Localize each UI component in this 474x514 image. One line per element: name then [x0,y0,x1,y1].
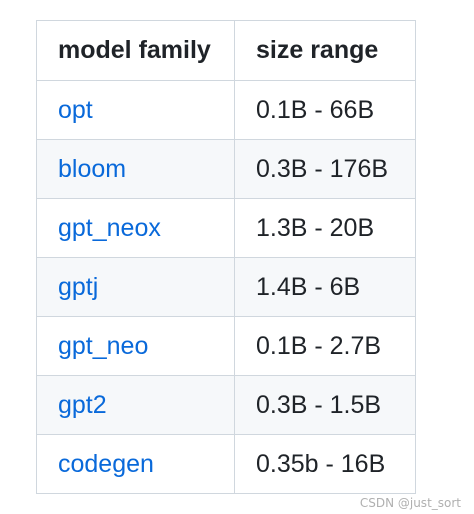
model-link-bloom[interactable]: bloom [58,155,127,183]
table-header-row: model family size range [36,20,416,81]
table-row: bloom 0.3B - 176B [36,139,416,199]
table-row: codegen 0.35b - 16B [36,434,416,494]
model-table: model family size range opt 0.1B - 66B b… [36,20,416,494]
model-cell: gpt_neox [36,198,235,258]
header-size-range: size range [234,20,416,81]
watermark: CSDN @just_sort [359,496,461,510]
model-link-gpt2[interactable]: gpt2 [58,391,107,419]
model-cell: bloom [36,139,235,199]
model-cell: opt [36,80,235,140]
model-cell: codegen [36,434,235,494]
table-row: gpt2 0.3B - 1.5B [36,375,416,435]
header-model-family: model family [36,20,235,81]
model-cell: gpt2 [36,375,235,435]
size-range-cell: 0.1B - 2.7B [234,316,416,376]
size-range-cell: 0.1B - 66B [234,80,416,140]
model-link-gptj[interactable]: gptj [58,273,99,301]
model-link-opt[interactable]: opt [58,96,93,124]
model-table-container: model family size range opt 0.1B - 66B b… [36,20,416,494]
model-link-codegen[interactable]: codegen [58,450,154,478]
model-cell: gpt_neo [36,316,235,376]
table-row: opt 0.1B - 66B [36,80,416,140]
table-row: gpt_neox 1.3B - 20B [36,198,416,258]
size-range-cell: 0.3B - 176B [234,139,416,199]
table-row: gptj 1.4B - 6B [36,257,416,317]
model-link-gpt-neo[interactable]: gpt_neo [58,332,149,360]
size-range-cell: 0.3B - 1.5B [234,375,416,435]
size-range-cell: 0.35b - 16B [234,434,416,494]
size-range-cell: 1.3B - 20B [234,198,416,258]
model-link-gpt-neox[interactable]: gpt_neox [58,214,161,242]
size-range-cell: 1.4B - 6B [234,257,416,317]
table-row: gpt_neo 0.1B - 2.7B [36,316,416,376]
model-cell: gptj [36,257,235,317]
